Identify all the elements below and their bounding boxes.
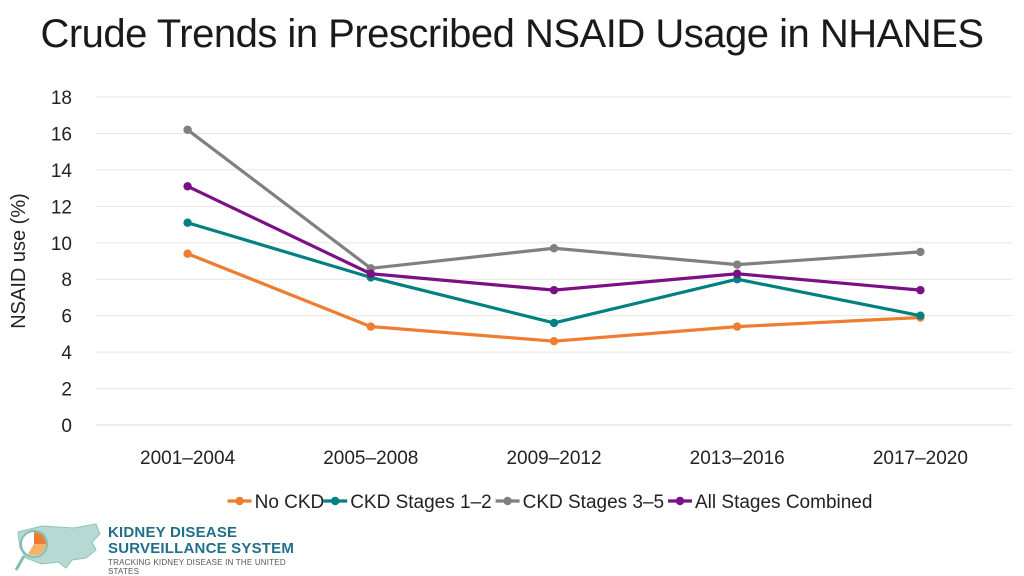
legend-label: CKD Stages 1–2: [350, 492, 492, 513]
data-point: [733, 260, 742, 269]
y-tick-label: 16: [51, 124, 72, 145]
y-tick-label: 4: [61, 343, 72, 364]
y-tick-label: 2: [61, 380, 72, 401]
legend-label: No CKD: [255, 492, 325, 513]
y-tick-label: 12: [51, 197, 72, 218]
data-point: [733, 269, 742, 278]
logo-tagline: TRACKING KIDNEY DISEASE IN THE UNITED ST…: [108, 558, 286, 576]
y-tick-label: 18: [51, 88, 72, 109]
legend-marker: [675, 496, 685, 506]
data-point: [183, 125, 192, 134]
legend-marker: [235, 496, 244, 506]
x-tick-label: 2005–2008: [323, 448, 418, 469]
us-map-logo-icon: [14, 523, 101, 571]
y-axis-label: NSAID use (%): [8, 193, 30, 329]
logo-title-line2: SURVEILLANCE SYSTEM: [108, 540, 295, 557]
logo-title-line1: KIDNEY DISEASE: [108, 524, 238, 541]
data-point: [916, 311, 925, 320]
data-point: [916, 285, 925, 295]
series-line: [186, 252, 923, 343]
chart-title: Crude Trends in Prescribed NSAID Usage i…: [40, 12, 984, 56]
data-point: [549, 244, 559, 253]
data-point: [916, 247, 925, 257]
y-tick-label: 8: [61, 270, 72, 291]
data-point: [549, 285, 559, 295]
series-line: [186, 184, 923, 292]
legend-label: All Stages Combined: [695, 492, 872, 513]
data-point: [549, 318, 559, 328]
data-point: [183, 249, 192, 258]
legend-marker: [331, 496, 340, 506]
data-point: [366, 322, 375, 331]
x-tick-label: 2001–2004: [140, 448, 236, 469]
line-chart: 0 2 4 6 8 10 12 14 16 18 2001–2004 2005–2008 2009–20…: [8, 88, 1012, 513]
x-tick-label: 2017–2020: [873, 448, 968, 469]
kdss-logo: KIDNEY DISEASE SURVEILLANCE SYSTEM TRACK…: [12, 520, 302, 576]
data-point: [733, 322, 742, 331]
data-point: [183, 218, 192, 227]
y-tick-label: 14: [51, 161, 73, 182]
data-point: [549, 336, 559, 346]
x-tick-label: 2009–2012: [506, 448, 601, 469]
data-point: [366, 269, 375, 278]
x-tick-label: 2013–2016: [690, 448, 785, 469]
y-tick-label: 0: [61, 416, 72, 437]
data-point: [183, 182, 192, 191]
y-tick-label: 10: [51, 234, 72, 255]
y-tick-label: 6: [61, 307, 72, 328]
legend-marker: [503, 496, 512, 506]
legend-label: CKD Stages 3–5: [523, 492, 665, 513]
